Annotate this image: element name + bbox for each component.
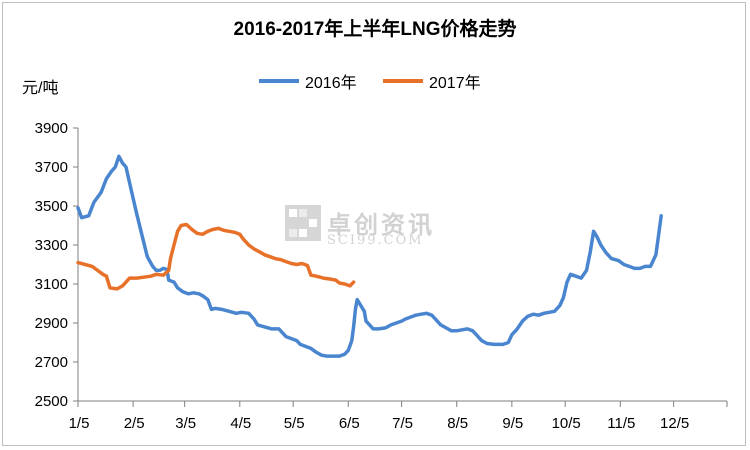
series-line-2017 [76,222,356,291]
x-tick-label: 11/5 [607,415,635,432]
legend-swatch-2017 [383,79,423,83]
y-tick-label: 3300 [35,237,68,254]
x-tick-label: 10/5 [552,415,581,432]
legend-item-2017: 2017年 [383,70,481,92]
x-tick-label: 7/5 [392,415,413,432]
x-tick-label: 6/5 [339,415,360,432]
x-tick-label: 3/5 [175,415,196,432]
y-tick-label: 3100 [35,276,68,293]
x-tick-label: 1/5 [69,415,90,432]
y-tick-label: 3500 [35,198,68,215]
legend-label-2016: 2016年 [305,75,357,92]
x-tick-label: 9/5 [502,415,523,432]
y-tick-label: 2900 [35,315,68,332]
y-tick-label: 2700 [35,354,68,371]
y-axis-unit-label: 元/吨 [22,80,59,97]
x-tick-label: 4/5 [230,415,251,432]
watermark-url: SCI99.COM [327,233,424,248]
x-tick-label: 2/5 [124,415,145,432]
watermark-logo-icon [285,205,321,241]
legend-label-2017: 2017年 [429,75,481,92]
x-tick-label: 12/5 [660,415,689,432]
x-tick-label: 5/5 [284,415,305,432]
x-tick-label: 8/5 [447,415,468,432]
watermark: 卓创资讯 SCI99.COM [285,205,432,248]
legend-swatch-2016 [259,79,299,83]
chart-frame [2,2,746,446]
legend-item-2016: 2016年 [259,70,357,92]
watermark-text: 卓创资讯 [327,211,435,239]
y-tick-label: 2500 [35,393,68,410]
series-line-2016 [76,154,663,358]
y-tick-label: 3700 [35,159,68,176]
y-tick-label: 3900 [35,120,68,137]
chart-title: 2016-2017年上半年LNG价格走势 [233,19,517,40]
